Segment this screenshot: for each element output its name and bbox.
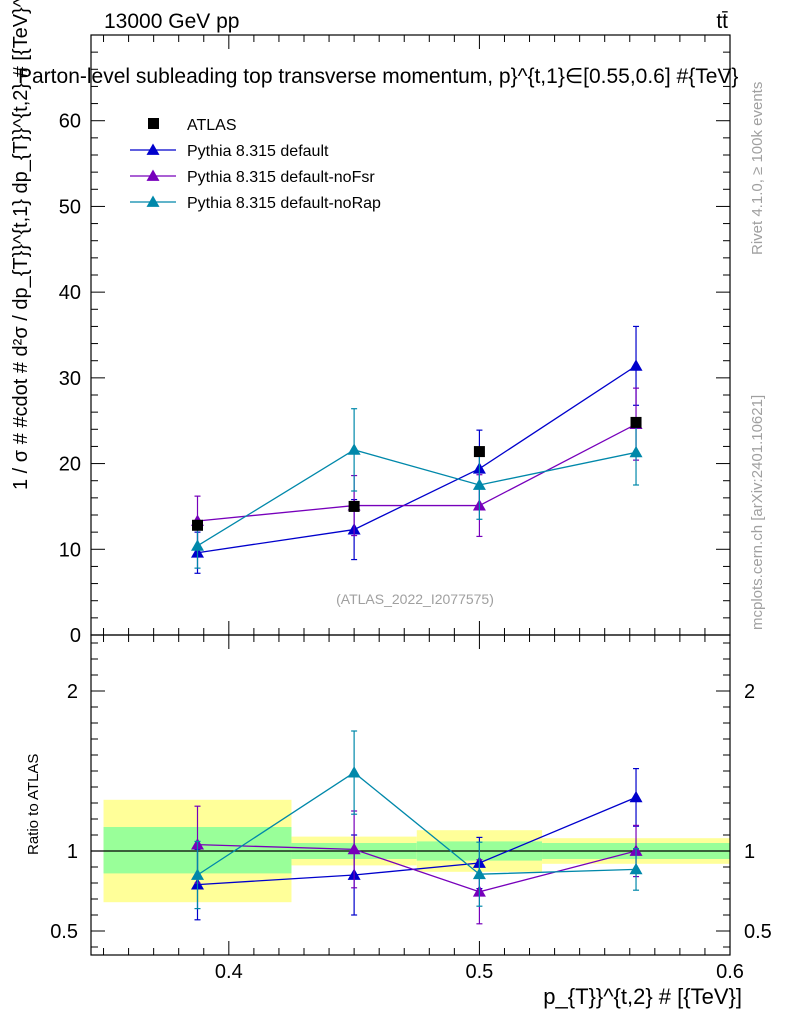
main-panel-series bbox=[191, 325, 643, 574]
atlas-data-point bbox=[630, 416, 642, 428]
legend-label-pythia-8-315-default-nofsr: Pythia 8.315 default-noFsr bbox=[187, 169, 375, 186]
legend-label-pythia-8-315-default: Pythia 8.315 default bbox=[187, 143, 329, 160]
ratio-panel-series bbox=[191, 730, 643, 925]
y-tick-label: 0 bbox=[70, 625, 81, 647]
atlas-data-point bbox=[348, 500, 360, 512]
header-process-label: tt̄ bbox=[716, 10, 728, 33]
series-line-pythia-8-315-default-norap bbox=[197, 449, 637, 547]
mcplots-source-label: mcplots.cern.ch [arXiv:2401.10621] bbox=[749, 395, 766, 630]
x-axis-label: p_{T}}^{t,2} # [{TeV}] bbox=[543, 984, 742, 1009]
legend-marker-pythia-8-315-default bbox=[146, 143, 160, 155]
data-point-pythia-8-315-default-norap bbox=[347, 443, 361, 455]
y-tick-label: 20 bbox=[59, 454, 81, 476]
y-tick-label: 40 bbox=[59, 282, 81, 304]
ratio-tick-label: 1 bbox=[67, 841, 78, 863]
ratio-y-axis-label: Ratio to ATLAS bbox=[25, 754, 42, 855]
series-line-pythia-8-315-default-nofsr bbox=[197, 423, 637, 522]
ratio-tick-label-right: 1 bbox=[744, 841, 755, 863]
ratio-point-pythia-8-315-default-norap bbox=[347, 766, 361, 778]
atlas-data-point bbox=[473, 446, 485, 458]
axis-ticks bbox=[91, 34, 731, 955]
series-line-pythia-8-315-default bbox=[197, 365, 637, 554]
y-tick-label: 50 bbox=[59, 196, 81, 218]
ratio-tick-label-right: 0.5 bbox=[744, 921, 772, 943]
y-tick-label: 30 bbox=[59, 368, 81, 390]
ratio-panel-frame bbox=[90, 634, 731, 956]
y-tick-label: 10 bbox=[59, 539, 81, 561]
legend: ATLAS Pythia 8.315 default Pythia 8.315 de… bbox=[130, 117, 381, 212]
x-tick-label: 0.4 bbox=[215, 961, 243, 983]
y-tick-label: 60 bbox=[59, 111, 81, 133]
legend-marker-pythia-8-315-default-norap bbox=[146, 195, 160, 207]
analysis-label: (ATLAS_2022_I2077575) bbox=[336, 591, 494, 607]
x-tick-label: 0.5 bbox=[466, 961, 494, 983]
ratio-line-pythia-8-315-default-norap bbox=[197, 771, 637, 876]
ratio-point-pythia-8-315-default-norap bbox=[629, 862, 643, 875]
legend-label-atlas: ATLAS bbox=[187, 117, 237, 134]
y-axis-label: 1 / σ # #cdot # d²σ / dp_{T}}^{t,1} dp_{… bbox=[10, 0, 32, 490]
data-point-pythia-8-315-default-norap bbox=[629, 445, 643, 458]
legend-marker-atlas bbox=[148, 118, 159, 129]
atlas-data-points bbox=[192, 416, 642, 531]
data-point-pythia-8-315-default bbox=[629, 359, 643, 371]
atlas-data-point bbox=[192, 519, 203, 531]
ratio-point-pythia-8-315-default-nofsr bbox=[347, 842, 361, 855]
data-point-pythia-8-315-default-norap bbox=[472, 478, 486, 490]
x-tick-label: 0.6 bbox=[716, 961, 744, 983]
ratio-line-pythia-8-315-default bbox=[197, 796, 637, 886]
ratio-point-pythia-8-315-default-norap bbox=[472, 867, 486, 880]
legend-label-pythia-8-315-default-norap: Pythia 8.315 default-noRap bbox=[187, 195, 381, 212]
chart-title: Parton-level subleading top transverse m… bbox=[18, 65, 738, 88]
ratio-point-pythia-8-315-default bbox=[629, 790, 643, 803]
ratio-tick-label: 2 bbox=[67, 681, 78, 703]
data-point-pythia-8-315-default-norap bbox=[191, 539, 204, 551]
ratio-tick-label-right: 2 bbox=[744, 681, 755, 703]
legend-marker-pythia-8-315-default-nofsr bbox=[146, 169, 160, 181]
ratio-tick-label: 0.5 bbox=[50, 921, 78, 943]
rivet-version-label: Rivet 4.1.0, ≥ 100k events bbox=[749, 82, 766, 255]
ratio-point-pythia-8-315-default-norap bbox=[191, 868, 204, 880]
header-energy-label: 13000 GeV pp bbox=[104, 10, 239, 33]
